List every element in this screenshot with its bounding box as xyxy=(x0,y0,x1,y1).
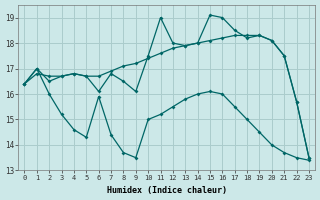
X-axis label: Humidex (Indice chaleur): Humidex (Indice chaleur) xyxy=(107,186,227,195)
